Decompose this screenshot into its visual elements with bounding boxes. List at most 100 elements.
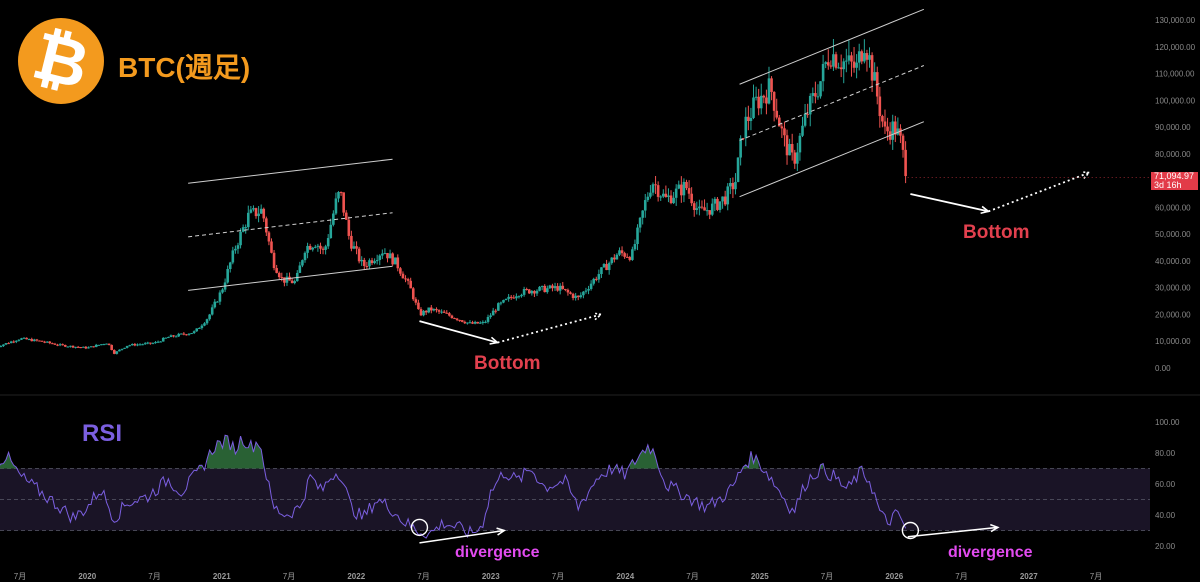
candle: [51, 343, 54, 345]
candle: [772, 91, 776, 111]
candle: [597, 274, 601, 280]
candle: [347, 219, 351, 236]
candle: [814, 93, 817, 97]
candle: [713, 198, 717, 204]
candle: [25, 337, 28, 340]
candle: [509, 296, 513, 298]
candle: [401, 273, 405, 279]
candle: [901, 135, 905, 150]
candle: [685, 181, 688, 189]
candle: [705, 210, 709, 212]
candle: [20, 338, 23, 340]
divergence-arrow-line: [419, 529, 505, 544]
candle: [236, 245, 240, 249]
channel-middle-line: [739, 65, 925, 141]
candle: [48, 341, 52, 344]
candle: [386, 253, 389, 259]
candle: [350, 235, 353, 249]
time-tick-label: 7月: [283, 572, 295, 581]
projection-arrowhead: [593, 312, 603, 321]
candle: [739, 138, 742, 158]
candle: [896, 128, 900, 135]
candle: [847, 55, 851, 61]
candle: [257, 213, 260, 217]
candle: [22, 337, 26, 339]
candle: [393, 257, 397, 265]
price-tick-label: 110,000.00: [1155, 70, 1195, 79]
bar-countdown: 3d 16h: [1154, 180, 1182, 190]
price-axis: 130,000.00 120,000.00 110,000.00 100,000.00…: [1155, 16, 1196, 373]
candle: [718, 201, 722, 210]
price-tick-label: 0.00: [1155, 364, 1171, 373]
candle: [860, 51, 864, 62]
candle: [762, 95, 766, 98]
candle: [651, 184, 655, 193]
price-tick-label: 120,000.00: [1155, 43, 1196, 52]
candle: [636, 227, 639, 245]
channel-2025: [739, 8, 925, 198]
candle: [865, 53, 869, 60]
candle: [754, 96, 758, 98]
candle: [834, 54, 838, 68]
candle: [149, 342, 152, 344]
candle: [863, 53, 866, 62]
price-tick-label: 20,000.00: [1155, 310, 1191, 319]
candle: [246, 212, 250, 228]
candle: [360, 259, 364, 262]
candle: [460, 320, 464, 322]
candle: [35, 339, 39, 341]
candle: [221, 289, 224, 293]
candle: [239, 231, 242, 246]
candle: [837, 67, 840, 69]
candle: [623, 253, 626, 257]
last-price-value: 71,094.97: [1154, 171, 1195, 181]
price-tick-label: 40,000.00: [1155, 257, 1191, 266]
time-tick-label: 2021: [213, 572, 231, 581]
candle: [45, 341, 49, 343]
candle: [316, 245, 320, 247]
candle: [102, 344, 106, 346]
candle: [881, 116, 884, 122]
candle: [615, 254, 619, 260]
candle: [440, 311, 443, 313]
candle: [252, 208, 255, 210]
candle: [159, 341, 162, 343]
time-tick-label: 7月: [148, 572, 160, 581]
rsi-tick-label: 40.00: [1155, 511, 1176, 520]
candle: [517, 296, 521, 298]
candle: [192, 331, 196, 334]
bottom-label-2022: Bottom: [474, 353, 541, 374]
price-tick-label: 30,000.00: [1155, 284, 1191, 293]
candle: [548, 285, 552, 289]
candle: [169, 335, 173, 338]
candle: [138, 344, 142, 346]
candle: [112, 349, 116, 354]
candle: [832, 54, 835, 67]
candle: [700, 206, 704, 208]
price-tick-label: 10,000.00: [1155, 337, 1191, 346]
candle: [450, 315, 454, 319]
price-tick-label: 60,000.00: [1155, 203, 1191, 212]
candle: [540, 285, 544, 287]
candle: [409, 280, 412, 289]
candle: [378, 255, 382, 261]
time-axis: 7月 2020 7月 2021 7月 2022 7月 2023 7月 2024 7月 2025 7月 20…: [14, 572, 1102, 581]
candle: [154, 342, 157, 344]
candle: [845, 60, 848, 62]
candle: [396, 257, 400, 269]
candle: [406, 279, 410, 281]
candle: [471, 322, 474, 324]
candle: [494, 310, 498, 312]
candle: [200, 325, 204, 328]
candle: [339, 192, 343, 194]
candle: [344, 212, 348, 220]
candle: [422, 310, 425, 316]
chart-title: BTC(週足): [118, 52, 251, 83]
candle: [551, 285, 554, 289]
candle: [752, 97, 755, 118]
candle: [430, 307, 433, 311]
candle: [579, 295, 583, 298]
candle: [143, 343, 147, 345]
candle: [610, 257, 614, 264]
